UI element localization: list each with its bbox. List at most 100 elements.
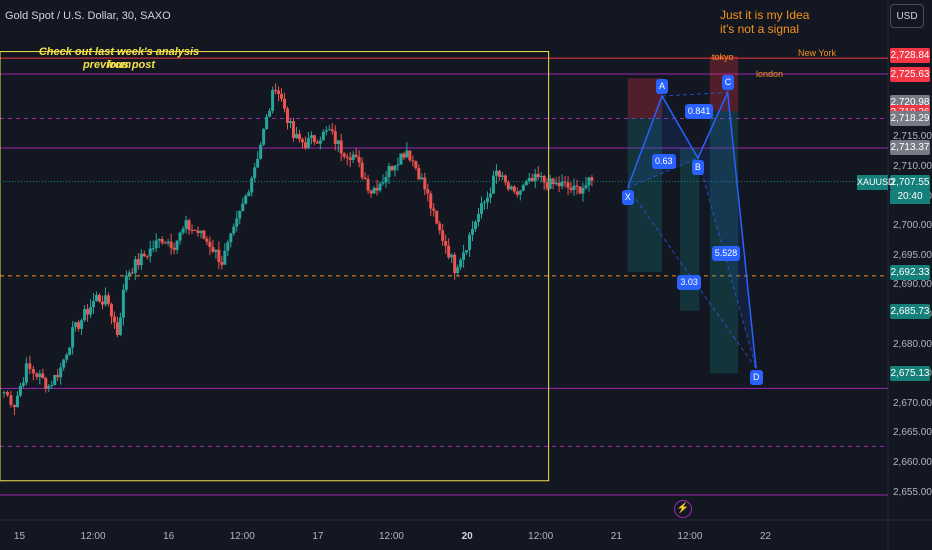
candle (351, 151, 355, 164)
candle (118, 312, 122, 337)
pattern-point-x[interactable]: X (621, 189, 634, 205)
candle (163, 240, 167, 244)
price-axis-label: 2,707.55 (890, 174, 930, 190)
candle (402, 152, 406, 161)
candle (211, 239, 215, 254)
candle (384, 171, 388, 188)
candle (160, 236, 164, 245)
pattern-point-b[interactable]: B (691, 160, 704, 176)
candle (330, 122, 334, 135)
candle (521, 183, 525, 192)
candle (166, 238, 170, 246)
candle (103, 287, 107, 307)
candle (548, 174, 552, 190)
candle (578, 186, 582, 195)
candle (31, 365, 35, 381)
candle (456, 264, 460, 277)
candle (181, 226, 185, 235)
price-axis-label: 2,675.13 (890, 366, 930, 382)
pattern-point-a[interactable]: A (656, 78, 669, 94)
candle (151, 240, 155, 253)
session-tokyo-label: tokyo (712, 52, 734, 62)
candle (169, 233, 173, 255)
bar-countdown: 20:40 (890, 190, 930, 204)
candle (306, 131, 310, 150)
candle (199, 230, 203, 239)
candle (345, 153, 349, 166)
candle (315, 139, 319, 144)
candle (297, 129, 301, 143)
candle (68, 347, 72, 356)
x-tick-label: 16 (163, 531, 175, 542)
candle (77, 319, 81, 332)
pattern-point-c[interactable]: C (721, 75, 735, 91)
candle (411, 155, 415, 167)
target-zone-1 (679, 148, 700, 311)
pattern-ratio[interactable]: 0.63 (652, 154, 676, 170)
y-tick-label: 2,700.000 (893, 220, 932, 232)
x-tick-label: 21 (610, 531, 622, 542)
candle (378, 181, 382, 193)
candle (139, 249, 143, 271)
candle (142, 250, 146, 257)
candle (291, 117, 295, 142)
pattern-diagonal-2 (697, 157, 757, 369)
candle (232, 223, 236, 236)
candle (554, 177, 558, 186)
flash-icon[interactable]: ⚡ (674, 500, 692, 518)
candle (50, 380, 54, 389)
candle (271, 86, 275, 114)
candle (450, 253, 454, 263)
pattern-ratio[interactable]: 3.03 (677, 275, 701, 291)
candle (196, 226, 200, 237)
candle (423, 172, 427, 196)
candle (491, 170, 495, 195)
candle (462, 244, 466, 268)
price-axis-label: 2,718.29 (890, 110, 930, 126)
candle (488, 187, 492, 204)
candle (503, 174, 507, 186)
y-tick-label: 2,665.000 (893, 427, 932, 439)
y-tick-label: 2,680.000 (893, 338, 932, 350)
candle (327, 124, 331, 131)
pattern-xab-fill (627, 95, 698, 188)
candle (468, 232, 472, 257)
candle (429, 190, 433, 216)
candle (465, 250, 469, 256)
analysis-box (0, 51, 550, 482)
candle (294, 126, 298, 139)
candle (524, 179, 528, 186)
currency-button[interactable]: USD (890, 4, 924, 28)
candle (396, 157, 400, 171)
candle (86, 303, 90, 322)
candle (375, 179, 379, 196)
candle (309, 131, 313, 145)
candle (154, 233, 158, 252)
candle (360, 157, 364, 181)
candle (533, 168, 537, 189)
candle (202, 229, 206, 240)
pattern-ratio[interactable]: 5.528 (711, 245, 741, 261)
candle (575, 179, 579, 195)
candle (283, 92, 287, 113)
candle (539, 171, 543, 183)
candle (121, 283, 125, 326)
candle (28, 355, 32, 375)
candle (474, 220, 478, 232)
candle (551, 177, 555, 190)
idea-note-line2: it's not a signal (720, 22, 800, 36)
candle (226, 239, 230, 256)
candle (95, 291, 99, 302)
price-axis-label: 2,713.37 (890, 140, 930, 156)
candle (390, 165, 394, 172)
analysis-note-line2: previous post (82, 59, 156, 71)
pattern-ratio[interactable]: 0.841 (684, 104, 714, 120)
candle (566, 176, 570, 196)
candle (572, 178, 576, 196)
candle (235, 210, 239, 232)
pattern-point-d[interactable]: D (750, 370, 763, 386)
candle (109, 302, 113, 325)
candle (447, 238, 451, 260)
candle (145, 255, 149, 260)
